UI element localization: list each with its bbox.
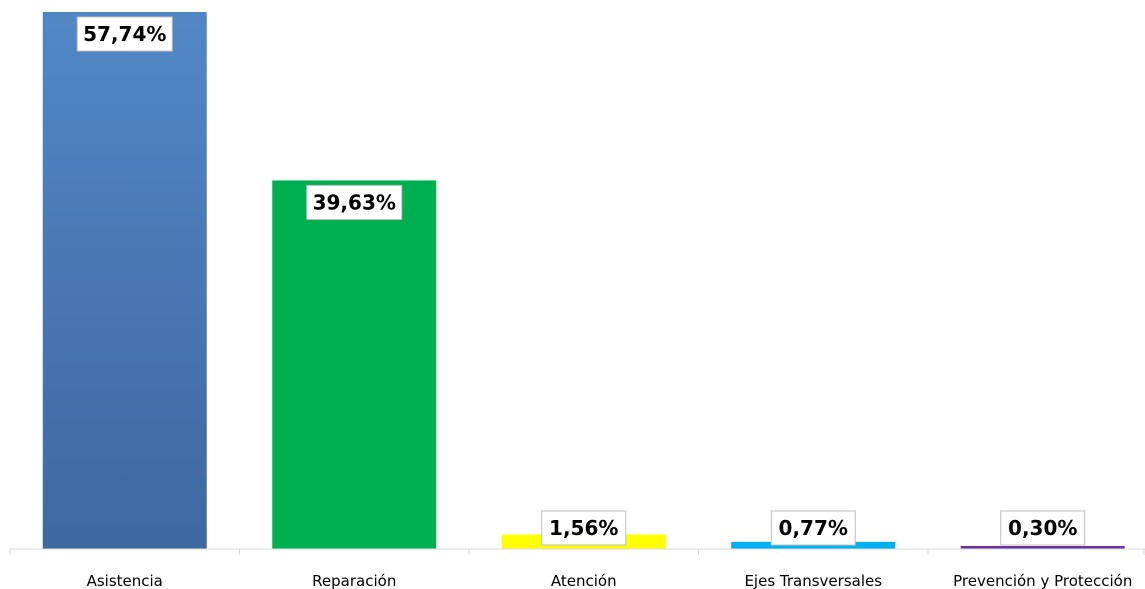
data-label-prevencion-y-proteccion: 0,30% bbox=[1000, 510, 1086, 546]
bar-reparacion bbox=[272, 180, 437, 549]
data-label-box bbox=[1000, 510, 1086, 546]
category-label-atencion: Atención bbox=[551, 572, 617, 589]
bars-group bbox=[42, 12, 1125, 549]
category-label-asistencia: Asistencia bbox=[87, 572, 163, 589]
data-label-box bbox=[306, 184, 403, 220]
data-label-ejes-transversales: 0,77% bbox=[770, 510, 856, 546]
category-label-reparacion: Reparación bbox=[312, 572, 396, 589]
bar-prevencion-y-proteccion bbox=[960, 546, 1125, 549]
data-label-box bbox=[770, 510, 856, 546]
data-label-text: 57,74% bbox=[83, 22, 166, 46]
data-label-text: 0,30% bbox=[1008, 516, 1077, 540]
category-label-ejes-transversales: Ejes Transversales bbox=[744, 572, 882, 589]
data-label-box bbox=[541, 510, 627, 546]
category-label-prevencion-y-proteccion: Prevención y Protección bbox=[953, 572, 1132, 589]
data-label-reparacion: 39,63% bbox=[306, 184, 403, 220]
data-label-asistencia: 57,74% bbox=[76, 16, 173, 52]
data-label-box bbox=[76, 16, 173, 52]
category-labels: Asistencia Reparación Atención Ejes Transve… bbox=[87, 572, 1133, 589]
data-label-text: 1,56% bbox=[549, 516, 618, 540]
data-label-text: 0,77% bbox=[779, 516, 848, 540]
data-labels: 57,74% 39,63% 1,56% 0,77% 0,30% bbox=[76, 16, 1086, 546]
data-label-atencion: 1,56% bbox=[541, 510, 627, 546]
x-axis-ticks bbox=[9, 549, 1145, 555]
data-label-text: 39,63% bbox=[313, 190, 396, 214]
bar-asistencia bbox=[42, 12, 207, 549]
